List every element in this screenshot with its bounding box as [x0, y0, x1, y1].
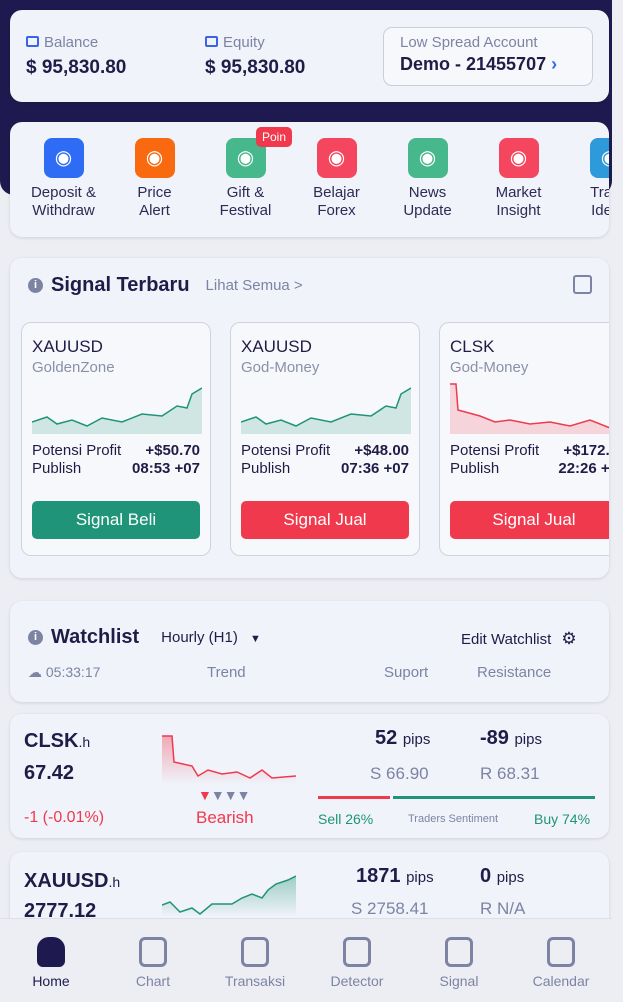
signal-source: GoldenZone [32, 359, 115, 376]
signal-icon [445, 937, 473, 967]
account-type: Low Spread Account [400, 34, 538, 51]
equity-label: Equity [223, 34, 265, 51]
account-selector[interactable]: Low Spread Account Demo - 21455707 › [383, 27, 593, 86]
quick-menu: ◉ Deposit & Withdraw ◉ Price Alert ◉ Poin Gift &… [10, 122, 609, 237]
globe-icon: ◉ [407, 138, 448, 178]
menu-item[interactable]: ◉ News Update [382, 138, 473, 220]
alarm-icon: ◉ [134, 138, 175, 178]
gear-icon: ⚙ [561, 629, 577, 648]
col-support: Suport [384, 664, 429, 681]
signal-section: i Signal Terbaru Lihat Semua > XAUUSD Gol… [10, 258, 609, 578]
transaksi-icon [241, 937, 269, 967]
home-icon [37, 937, 65, 967]
calendar-icon [547, 937, 575, 967]
price: 67.42 [24, 762, 75, 784]
dollar-icon [205, 36, 218, 47]
balance: Balance $ 95,830.80 [26, 34, 126, 79]
info-icon: i [28, 278, 43, 293]
signal-card[interactable]: XAUUSD God-Money Potensi Profit +$48.00 Publ… [230, 322, 420, 556]
nav-detector[interactable]: Detector [312, 937, 402, 1002]
signal-source: God-Money [450, 359, 529, 376]
signal-symbol: XAUUSD [241, 337, 312, 356]
timeframe-dropdown[interactable]: Hourly (H1) ▼ [161, 629, 261, 646]
menu-item[interactable]: ◉ Deposit & Withdraw [18, 138, 109, 220]
publish-time: 22:26 +0 [558, 460, 609, 477]
profit-value: +$50.70 [145, 442, 200, 459]
support: S 2758.41 [351, 899, 429, 918]
signal-sparkline [32, 387, 202, 434]
chart-icon [139, 937, 167, 967]
watchlist-header: i Watchlist Hourly (H1) ▼ Edit Watchlist… [10, 601, 609, 702]
trend-label: Bearish [196, 808, 254, 827]
trend-indicator: ▼▼▼▼ [198, 787, 250, 803]
signal-action-button[interactable]: Signal Jual [241, 501, 409, 539]
balance-value: $ 95,830.80 [26, 57, 127, 78]
account-id: Demo - 21455707 [400, 54, 547, 74]
clock: ☁ 05:33:17 [28, 664, 101, 680]
price: 2777.12 [24, 900, 97, 922]
bottom-nav: Home Chart Transaksi Detector Signal Calendar [0, 918, 612, 1002]
profit-value: +$48.00 [354, 442, 409, 459]
resistance: R 68.31 [480, 764, 540, 783]
buy-pct: Buy 74% [534, 811, 591, 827]
info-icon: i [28, 630, 43, 645]
signal-sparkline [241, 387, 411, 434]
resistance: R N/A [480, 899, 526, 918]
equity-value: $ 95,830.80 [205, 57, 306, 78]
menu-item[interactable]: ◉ Poin Gift & Festival [200, 127, 293, 220]
nav-home[interactable]: Home [6, 937, 96, 1002]
signal-title: Signal Terbaru [51, 274, 190, 296]
wallet-icon [26, 36, 39, 47]
equity: Equity $ 95,830.80 [205, 34, 305, 79]
menu-item[interactable]: ◉ Belajar Forex [291, 138, 382, 220]
nav-signal[interactable]: Signal [414, 937, 504, 1002]
menu-item[interactable]: ◉ Market Insight [473, 138, 564, 220]
col-trend: Trend [207, 664, 246, 681]
signal-sparkline [450, 383, 609, 434]
signal-card[interactable]: XAUUSD GoldenZone Potensi Profit +$50.70 Pub… [21, 322, 211, 556]
poin-badge: Poin [256, 127, 293, 147]
see-all-link[interactable]: Lihat Semua > [205, 277, 303, 294]
money-icon: ◉ [43, 138, 84, 178]
signal-symbol: CLSK [450, 337, 495, 356]
nav-calendar[interactable]: Calendar [516, 937, 606, 1002]
publish-time: 07:36 +07 [341, 460, 409, 477]
chevron-right-icon: › [551, 54, 558, 74]
sentiment-label: Traders Sentiment [408, 813, 499, 825]
presentation-icon: ◉ [316, 138, 357, 178]
profit-value: +$172.0 [563, 442, 609, 459]
cloud-clock-icon: ☁ [28, 664, 42, 680]
sentiment-bar [318, 796, 595, 799]
trend-sparkline [162, 875, 296, 917]
publish-time: 08:53 +07 [132, 460, 200, 477]
support: S 66.90 [370, 764, 429, 783]
balance-label: Balance [44, 34, 99, 51]
watchlist-row[interactable]: CLSK.h 67.42 -1 (-0.01%) ▼▼▼▼ Bearish 52… [10, 714, 609, 838]
signal-symbol: XAUUSD [32, 337, 103, 356]
detector-icon [343, 937, 371, 967]
change: -1 (-0.01%) [24, 809, 105, 826]
signal-action-button[interactable]: Signal Jual [450, 501, 609, 539]
watchlist-title: Watchlist [51, 626, 140, 648]
signal-action-button[interactable]: Signal Beli [32, 501, 200, 539]
nav-chart[interactable]: Chart [108, 937, 198, 1002]
nav-transaksi[interactable]: Transaksi [210, 937, 300, 1002]
account-card: Balance $ 95,830.80 Equity $ 95,830.80 L… [10, 10, 609, 102]
collapse-icon[interactable] [573, 275, 592, 294]
bar-chart-icon: ◉ [498, 138, 539, 178]
menu-item[interactable]: ◉ Price Alert [109, 138, 200, 220]
signal-source: God-Money [241, 359, 320, 376]
sell-pct: Sell 26% [318, 811, 374, 827]
col-resistance: Resistance [477, 664, 552, 681]
chart-icon: ◉ [589, 138, 609, 178]
menu-item[interactable]: ◉TradeIdeas [564, 138, 609, 220]
edit-watchlist-button[interactable]: Edit Watchlist ⚙ [461, 629, 577, 648]
trend-sparkline [162, 735, 296, 784]
caret-down-icon: ▼ [250, 633, 261, 645]
